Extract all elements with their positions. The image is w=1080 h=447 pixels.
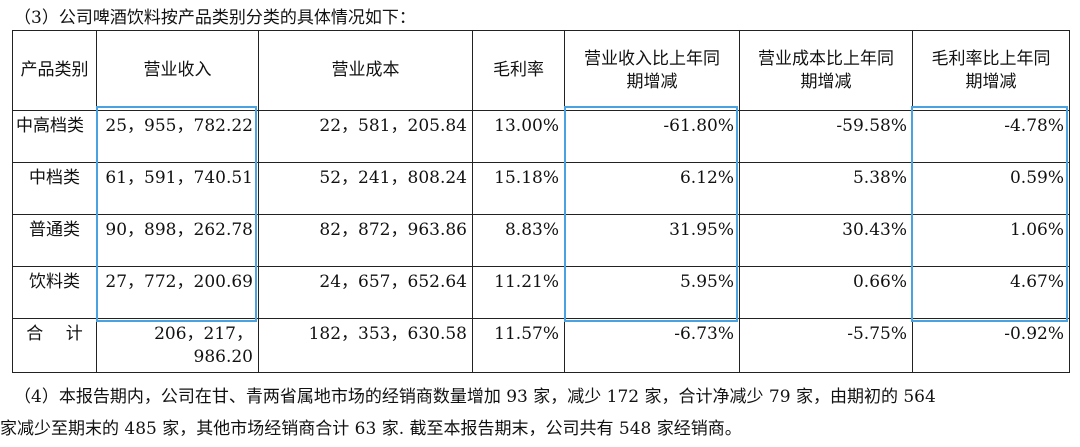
table-header-row: 产品类别 营业收入 营业成本 毛利率 营业收入比上年同 期增减 营业成本比上年同期…: [12, 30, 1070, 111]
header-gross-margin: 毛利率: [472, 30, 565, 111]
product-category-table: 产品类别 营业收入 营业成本 毛利率 营业收入比上年同 期增减 营业成本比上年同期…: [12, 30, 1070, 373]
cell-cost: 52，241，808.24: [258, 162, 473, 215]
header-cost-change: 营业成本比上年同 期增减: [739, 30, 913, 111]
table-row: 中高档类 25，955，782.22 22，581，205.84 13.00% …: [12, 110, 1070, 163]
cell-margin-change: 4.67%: [912, 266, 1070, 319]
cell-cost-change: 30.43%: [739, 214, 913, 267]
cell-cost-change: 5.38%: [739, 162, 913, 215]
intro-text: （3）公司啤酒饮料按产品类别分类的具体情况如下：: [14, 8, 416, 28]
header-revenue-change: 营业收入比上年同 期增减: [564, 30, 740, 111]
table-row: 普通类 90，898，262.78 82，872，963.86 8.83% 31…: [12, 214, 1070, 267]
cell-cost-change: 0.66%: [739, 266, 913, 319]
cell-margin-change: 0.59%: [912, 162, 1070, 215]
header-cost: 营业成本: [258, 30, 473, 111]
cell-revenue: 206，217，986.20: [96, 318, 259, 373]
cell-gross-margin: 11.21%: [472, 266, 565, 319]
paragraph-line-2: 家减少至期末的 485 家，其他市场经销商合计 63 家. 截至本报告期末，公司…: [0, 419, 742, 439]
cell-category: 中档类: [12, 162, 97, 215]
cell-cost: 182，353，630.58: [258, 318, 473, 373]
cell-revenue-change: 6.12%: [564, 162, 740, 215]
cell-margin-change: 1.06%: [912, 214, 1070, 267]
header-revenue: 营业收入: [96, 30, 259, 111]
header-margin-change: 毛利率比上年同 期增减: [912, 30, 1070, 111]
cell-category: 普通类: [12, 214, 97, 267]
cell-total-label: 合 计: [12, 318, 97, 373]
cell-category: 中高档类: [12, 110, 97, 163]
cell-cost-change: -59.58%: [739, 110, 913, 163]
header-category: 产品类别: [12, 30, 97, 111]
cell-revenue-change: -6.73%: [564, 318, 740, 373]
cell-revenue: 90，898，262.78: [96, 214, 259, 267]
cell-gross-margin: 8.83%: [472, 214, 565, 267]
cell-revenue-change: 5.95%: [564, 266, 740, 319]
table-total-row: 合 计 206，217，986.20 182，353，630.58 11.57%…: [12, 318, 1070, 373]
cell-gross-margin: 15.18%: [472, 162, 565, 215]
table-row: 中档类 61，591，740.51 52，241，808.24 15.18% 6…: [12, 162, 1070, 215]
cell-margin-change: -0.92%: [912, 318, 1070, 373]
cell-revenue: 61，591，740.51: [96, 162, 259, 215]
cell-cost: 22，581，205.84: [258, 110, 473, 163]
cell-cost-change: -5.75%: [739, 318, 913, 373]
cell-cost: 24，657，652.64: [258, 266, 473, 319]
cell-cost: 82，872，963.86: [258, 214, 473, 267]
table-row: 饮料类 27，772，200.69 24，657，652.64 11.21% 5…: [12, 266, 1070, 319]
cell-gross-margin: 11.57%: [472, 318, 565, 373]
cell-revenue-change: -61.80%: [564, 110, 740, 163]
cell-gross-margin: 13.00%: [472, 110, 565, 163]
cell-revenue: 25，955，782.22: [96, 110, 259, 163]
cell-revenue: 27，772，200.69: [96, 266, 259, 319]
cell-revenue-change: 31.95%: [564, 214, 740, 267]
cell-category: 饮料类: [12, 266, 97, 319]
paragraph-line-1: （4）本报告期内，公司在甘、青两省属地市场的经销商数量增加 93 家，减少 17…: [14, 387, 936, 407]
cell-margin-change: -4.78%: [912, 110, 1070, 163]
